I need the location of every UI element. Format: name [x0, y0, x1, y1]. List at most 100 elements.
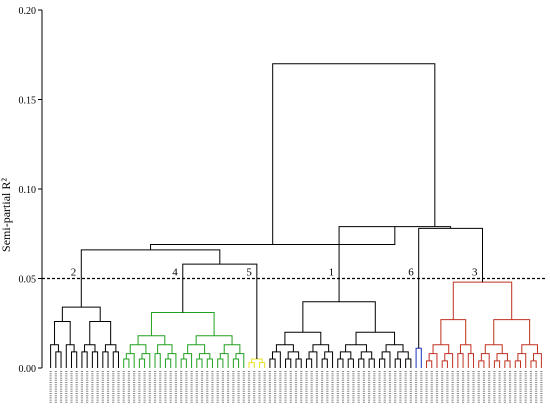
dendrogram-link	[287, 351, 300, 360]
dendrogram-link	[154, 353, 161, 368]
y-axis: 0.00 0.05 0.10 0.15 0.20	[19, 6, 43, 375]
dendrogram-link	[347, 358, 354, 368]
dendrogram-link	[381, 351, 391, 368]
dendrogram-link	[272, 351, 281, 368]
dendrogram-link	[196, 358, 203, 368]
dendrogram-link	[269, 358, 276, 368]
dendrogram-link	[54, 320, 71, 345]
dendrogram-link	[141, 353, 151, 368]
dendrogram-link	[415, 347, 422, 368]
dendrogram-link	[55, 351, 62, 368]
dendrogram-link	[157, 344, 173, 354]
dendrogram-link	[360, 351, 373, 360]
dendrogram-link	[441, 360, 448, 368]
dendrogram-link	[521, 344, 538, 354]
dendrogram-link	[426, 360, 433, 368]
dendrogram-link	[167, 353, 177, 368]
dendrogram-link	[459, 344, 472, 354]
dendrogram-link	[187, 344, 206, 354]
dendrogram-link	[235, 353, 245, 368]
dendrogram-link	[206, 358, 213, 368]
dendrogram-link	[432, 344, 450, 354]
dendrogram-link	[484, 344, 503, 354]
dendrogram-link	[312, 344, 330, 352]
dendrogram-link	[91, 351, 99, 368]
dendrogram-link	[405, 358, 412, 368]
dendrogram-link	[137, 335, 166, 345]
merge-6-3	[418, 227, 483, 349]
dendrogram-link	[180, 358, 187, 368]
dendrogram-link	[81, 351, 88, 368]
dendrogram-link	[337, 358, 344, 368]
dendrogram-link	[164, 358, 172, 368]
dendrogram-link	[467, 353, 475, 368]
dendrogram-link	[150, 312, 215, 336]
cluster-label: 1	[329, 267, 335, 279]
dendrogram-link	[478, 360, 485, 368]
dendrogram-link	[112, 351, 119, 368]
merge-root	[272, 63, 436, 245]
dendrogram-link	[493, 319, 531, 345]
dendrogram-link	[321, 358, 328, 368]
dendrogram-link	[305, 358, 313, 368]
dendrogram-link	[275, 344, 294, 352]
dendrogram-link	[251, 358, 263, 363]
dendrogram-link	[198, 353, 211, 360]
dendrogram-link	[217, 358, 224, 368]
dendrogram-link	[397, 351, 409, 360]
cluster-label: 4	[172, 267, 178, 279]
y-tick-label: 0.00	[19, 364, 37, 375]
y-tick-label: 0.15	[19, 96, 37, 107]
dendrogram-link	[355, 331, 396, 345]
dendrogram-link	[123, 358, 130, 368]
dendrogram-link	[394, 358, 401, 368]
dendrogram-link	[452, 281, 513, 320]
cluster-label: 3	[472, 267, 478, 279]
cluster-label: 2	[71, 267, 77, 279]
dendrogram-link	[345, 344, 367, 352]
dendrogram-link	[514, 360, 522, 368]
dendrogram-link	[84, 344, 96, 352]
dendrogram-link	[440, 319, 467, 345]
y-tick-label: 0.05	[19, 275, 37, 286]
dendrogram-link	[339, 351, 352, 360]
dendrogram-link	[65, 344, 75, 368]
dendrogram-link	[496, 353, 508, 361]
dendrogram-link	[50, 344, 59, 368]
dendrogram-link	[457, 353, 464, 368]
dendrogram-link	[284, 331, 322, 345]
dendrogram-link	[358, 358, 365, 368]
dendrogram-link	[129, 344, 147, 354]
cluster-label: 5	[246, 267, 252, 279]
dendrogram-link	[248, 362, 255, 368]
dendrogram-link	[104, 344, 117, 352]
dendrogram-link	[379, 358, 386, 368]
dendrogram-link	[493, 360, 501, 368]
cluster-label: 6	[408, 267, 414, 279]
dendrogram-link	[138, 358, 146, 368]
dendrogram-link	[125, 353, 135, 368]
dendrogram-link	[232, 358, 240, 368]
dendrogram-link	[285, 358, 292, 368]
y-tick-label: 0.20	[19, 6, 37, 17]
dendrogram-link	[70, 351, 78, 368]
dendrogram-link	[89, 320, 112, 345]
dendrogram-link	[183, 353, 193, 368]
dendrogram-link	[385, 344, 404, 352]
y-tick-label: 0.10	[19, 185, 37, 196]
dendrogram-link	[504, 360, 511, 368]
dendrogram-link	[302, 301, 376, 333]
dendrogram-link	[223, 344, 241, 354]
dendrogram-link	[530, 360, 537, 368]
dendrogram-link	[61, 306, 101, 322]
leaf-labels	[49, 371, 543, 404]
cluster-labels: 2 4 5 1 6 3	[71, 267, 478, 279]
dendrogram-tree	[50, 63, 542, 368]
dendrogram-link	[258, 362, 266, 368]
dendrogram-link	[324, 351, 334, 368]
dendrogram-link	[102, 351, 109, 368]
dendrogram-link	[368, 358, 375, 368]
dendrogram-link	[219, 353, 229, 368]
dendrogram-link	[295, 358, 302, 368]
